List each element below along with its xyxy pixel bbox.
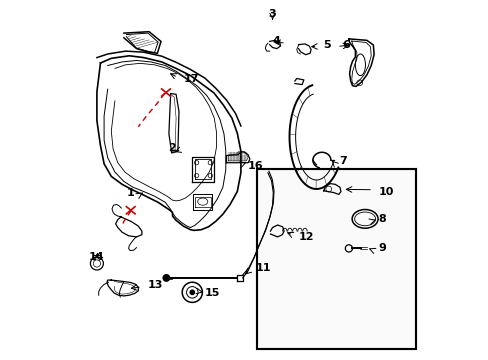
Text: 1: 1 <box>127 188 134 198</box>
Text: 11: 11 <box>255 263 270 273</box>
Circle shape <box>190 290 194 294</box>
Text: 8: 8 <box>378 214 386 224</box>
Text: 4: 4 <box>272 36 280 46</box>
Text: 14: 14 <box>89 252 104 262</box>
Text: 7: 7 <box>338 156 346 166</box>
Text: 10: 10 <box>378 186 393 197</box>
Text: 13: 13 <box>147 280 163 290</box>
Text: 9: 9 <box>378 243 386 253</box>
Text: 2: 2 <box>168 143 176 153</box>
Bar <box>257 169 415 349</box>
Text: 5: 5 <box>322 40 330 50</box>
Text: 16: 16 <box>247 161 263 171</box>
Text: 12: 12 <box>298 232 313 242</box>
Text: 15: 15 <box>204 288 220 298</box>
Bar <box>257 169 415 349</box>
Circle shape <box>163 275 169 281</box>
Text: 17: 17 <box>183 74 199 84</box>
Text: 3: 3 <box>268 9 276 19</box>
Text: 6: 6 <box>342 40 349 50</box>
